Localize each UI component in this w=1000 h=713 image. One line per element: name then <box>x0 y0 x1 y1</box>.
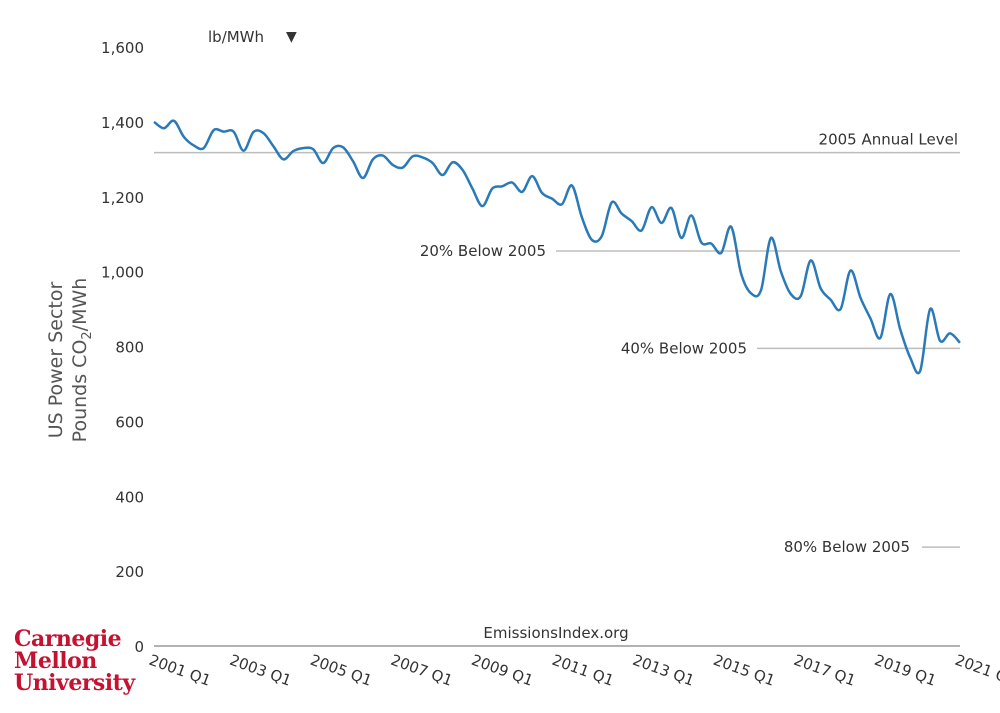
logo-line: Carnegie <box>14 626 122 652</box>
logo-line: University <box>14 670 135 696</box>
x-tick-label: 2015 Q1 <box>711 651 778 690</box>
y-tick-label: 1,000 <box>101 264 144 282</box>
unit-dropdown[interactable]: lb/MWh ▼ <box>208 28 297 46</box>
y-tick-label: 400 <box>115 488 144 506</box>
x-tick-label: 2001 Q1 <box>147 651 214 690</box>
y-axis-label-line1: US Power Sector <box>45 282 67 439</box>
reference-line-label: 80% Below 2005 <box>784 538 910 556</box>
series-line <box>153 119 961 375</box>
reference-line-label: 2005 Annual Level <box>819 131 958 149</box>
y-tick-label: 800 <box>115 339 144 357</box>
x-tick-label: 2011 Q1 <box>550 651 617 690</box>
x-tick-label: 2007 Q1 <box>388 651 455 690</box>
x-tick-label: 2009 Q1 <box>469 651 536 690</box>
y-axis-label-line2: Pounds CO2/MWh <box>69 278 95 443</box>
x-tick-label: 2019 Q1 <box>872 651 939 690</box>
cmu-logo: Carnegie Mellon University <box>14 628 135 694</box>
x-tick-label: 2017 Q1 <box>791 651 858 690</box>
x-tick-label: 2013 Q1 <box>630 651 697 690</box>
x-tick-label: 2021 Q1 <box>953 651 1000 690</box>
source-label: EmissionsIndex.org <box>483 624 628 642</box>
y-tick-label: 600 <box>115 413 144 431</box>
chevron-down-icon: ▼ <box>286 29 297 45</box>
y-tick-label: 1,600 <box>101 39 144 57</box>
unit-dropdown-label: lb/MWh <box>208 28 265 46</box>
reference-line-label: 20% Below 2005 <box>420 242 546 260</box>
x-tick-label: 2005 Q1 <box>308 651 375 690</box>
x-tick-label: 2003 Q1 <box>227 651 294 690</box>
y-axis-label: US Power Sector Pounds CO2/MWh <box>45 278 95 443</box>
y-tick-label: 1,400 <box>101 114 144 132</box>
reference-line-label: 40% Below 2005 <box>621 339 747 357</box>
y-tick-label: 0 <box>134 638 144 656</box>
y-tick-label: 1,200 <box>101 189 144 207</box>
y-tick-label: 200 <box>115 563 144 581</box>
logo-line: Mellon <box>14 648 97 674</box>
